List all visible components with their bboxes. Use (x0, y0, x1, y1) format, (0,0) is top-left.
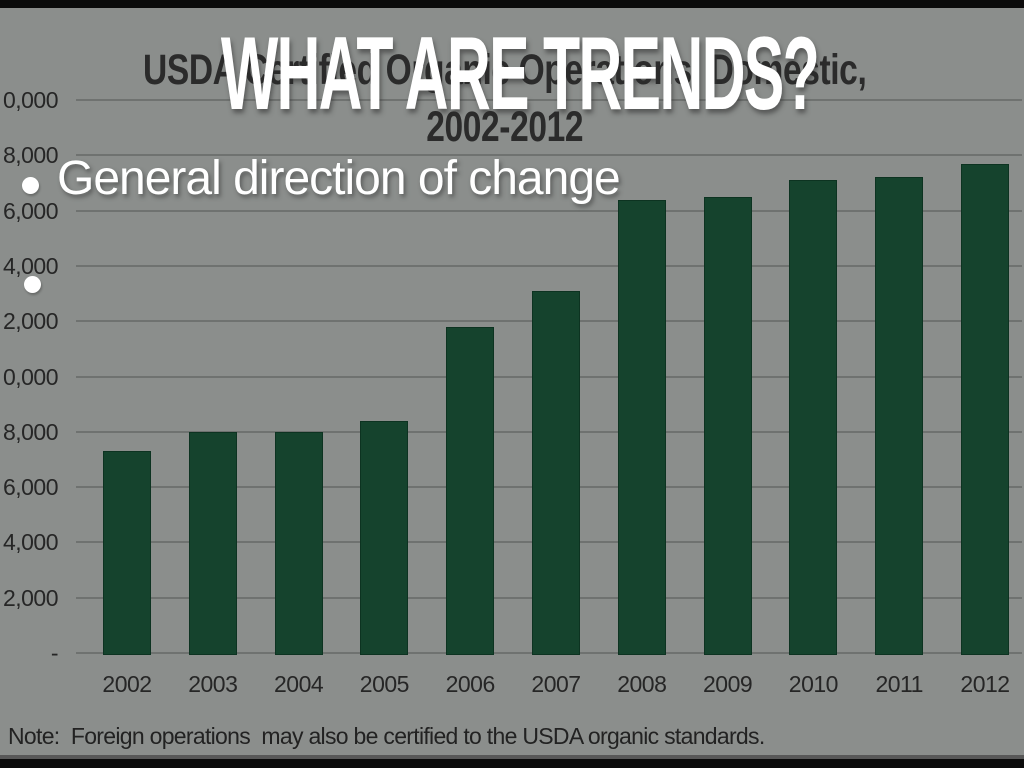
slide-title: WHAT ARE TRENDS? (14, 22, 1024, 126)
bottom-border-line (0, 755, 1024, 759)
y-axis-tick-label: 6,000 (2, 474, 59, 501)
gridline (76, 209, 1022, 212)
top-border-strip (0, 0, 1024, 8)
bar-2011 (875, 177, 924, 655)
bullet-icon (24, 276, 41, 293)
chart-footnote: Note: Foreign operations may also be cer… (8, 723, 765, 749)
x-axis-label: 2008 (617, 671, 667, 697)
x-axis-label: 2011 (875, 671, 923, 697)
y-axis-tick-label: - (50, 640, 59, 666)
bar-2002 (103, 451, 151, 655)
x-axis-label: 2006 (445, 671, 496, 697)
bullet-icon (22, 177, 39, 194)
y-axis-tick-label: 8,000 (2, 418, 59, 445)
y-axis-tick-label: 0,000 (2, 87, 59, 113)
y-axis-tick-label: 4,000 (2, 252, 59, 279)
x-axis-label: 2009 (703, 671, 753, 697)
bar-2009 (703, 196, 752, 655)
x-axis-label: 2012 (960, 671, 1010, 697)
slide-title-text: WHAT ARE TRENDS? (220, 16, 819, 132)
bullet-item-1: General direction of change (57, 152, 621, 205)
x-axis-label: 2003 (188, 671, 238, 697)
x-axis-label: 2010 (788, 671, 839, 697)
x-axis-label: 2004 (274, 671, 324, 697)
bar-2005 (360, 420, 409, 655)
bottom-border-strip (0, 759, 1024, 768)
bar-2008 (617, 199, 666, 655)
x-axis-label: 2002 (102, 671, 152, 697)
gridline (76, 99, 1022, 101)
y-axis-tick-label: 4,000 (2, 529, 59, 556)
bar-2004 (274, 431, 323, 655)
x-axis-label: 2007 (531, 671, 581, 697)
chart-title-line2: 2002-2012 (426, 103, 584, 151)
y-axis-tick-label: 6,000 (2, 197, 59, 224)
x-axis-label: 2005 (359, 671, 410, 697)
bar-2012 (961, 163, 1009, 655)
bar-2003 (188, 431, 237, 655)
bar-2007 (532, 290, 580, 655)
bar-2010 (789, 180, 838, 655)
chart-title-line1: USDA Certified Organic Operations, Domes… (143, 46, 867, 94)
chart-title-text: USDA Certified Organic Operations, Domes… (143, 42, 867, 156)
bar-2006 (446, 326, 495, 655)
chart-title: USDA Certified Organic Operations, Domes… (0, 42, 1010, 156)
y-axis-tick-label: 0,000 (2, 363, 59, 390)
y-axis-tick-label: 2,000 (2, 308, 59, 335)
gridline (76, 264, 1022, 267)
gridline (76, 154, 1022, 157)
y-axis-tick-label: 8,000 (2, 142, 59, 169)
y-axis-tick-label: 2,000 (2, 584, 59, 611)
